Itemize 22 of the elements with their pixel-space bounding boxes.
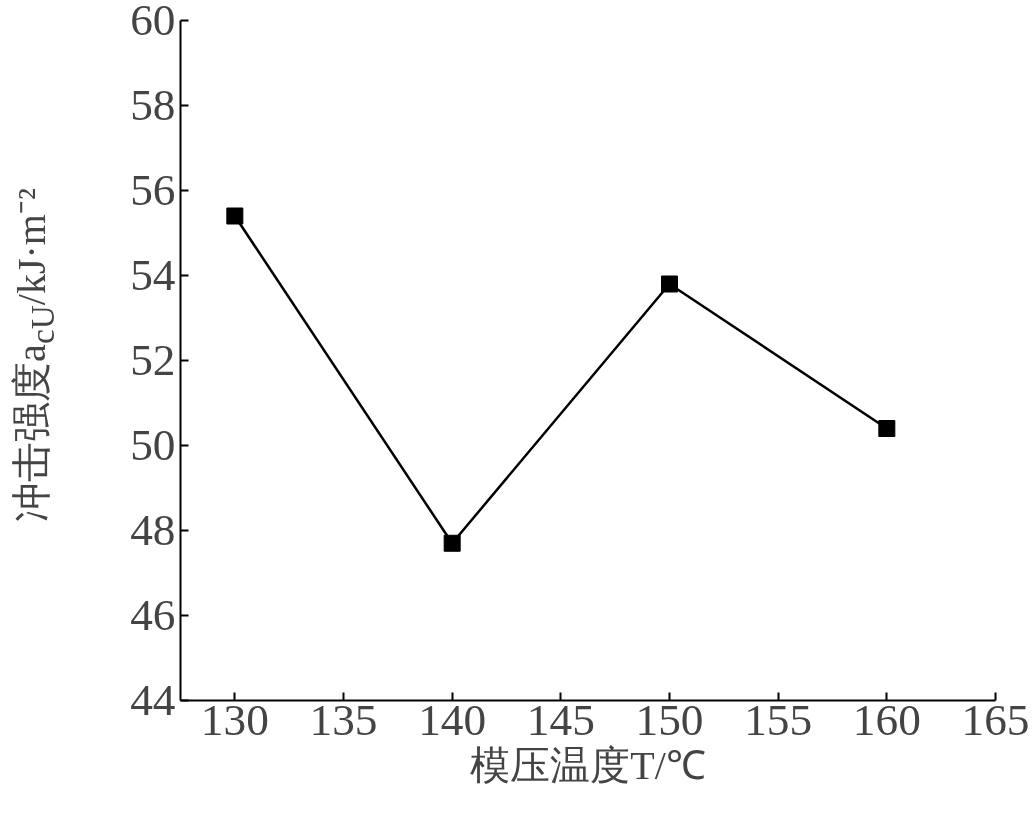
y-tick-label: 58	[130, 80, 176, 130]
y-tick-label: 56	[130, 165, 176, 215]
point	[443, 534, 461, 552]
x-tick-label: 150	[635, 694, 704, 745]
y-tick-label: 60	[130, 0, 176, 45]
y-tick-label: 48	[130, 505, 176, 555]
point	[878, 420, 896, 437]
point	[226, 207, 244, 225]
y-tick-label: 44	[130, 675, 176, 725]
x-tick-label: 130	[200, 694, 269, 745]
x-tick-label: 145	[526, 694, 595, 745]
x-axis-title: 模压温度T/℃	[470, 742, 706, 788]
y-tick-label: 52	[130, 335, 176, 385]
x-tick-label: 155	[744, 694, 813, 745]
x-tick-label: 135	[309, 694, 378, 745]
x-tick-label: 140	[418, 694, 487, 745]
y-tick-label: 50	[130, 420, 176, 470]
y-tick-label: 54	[130, 250, 176, 300]
x-tick-label: 165	[961, 694, 1030, 745]
x-tick-label: 160	[852, 694, 921, 745]
point	[661, 275, 678, 293]
y-tick-label: 46	[130, 590, 176, 640]
